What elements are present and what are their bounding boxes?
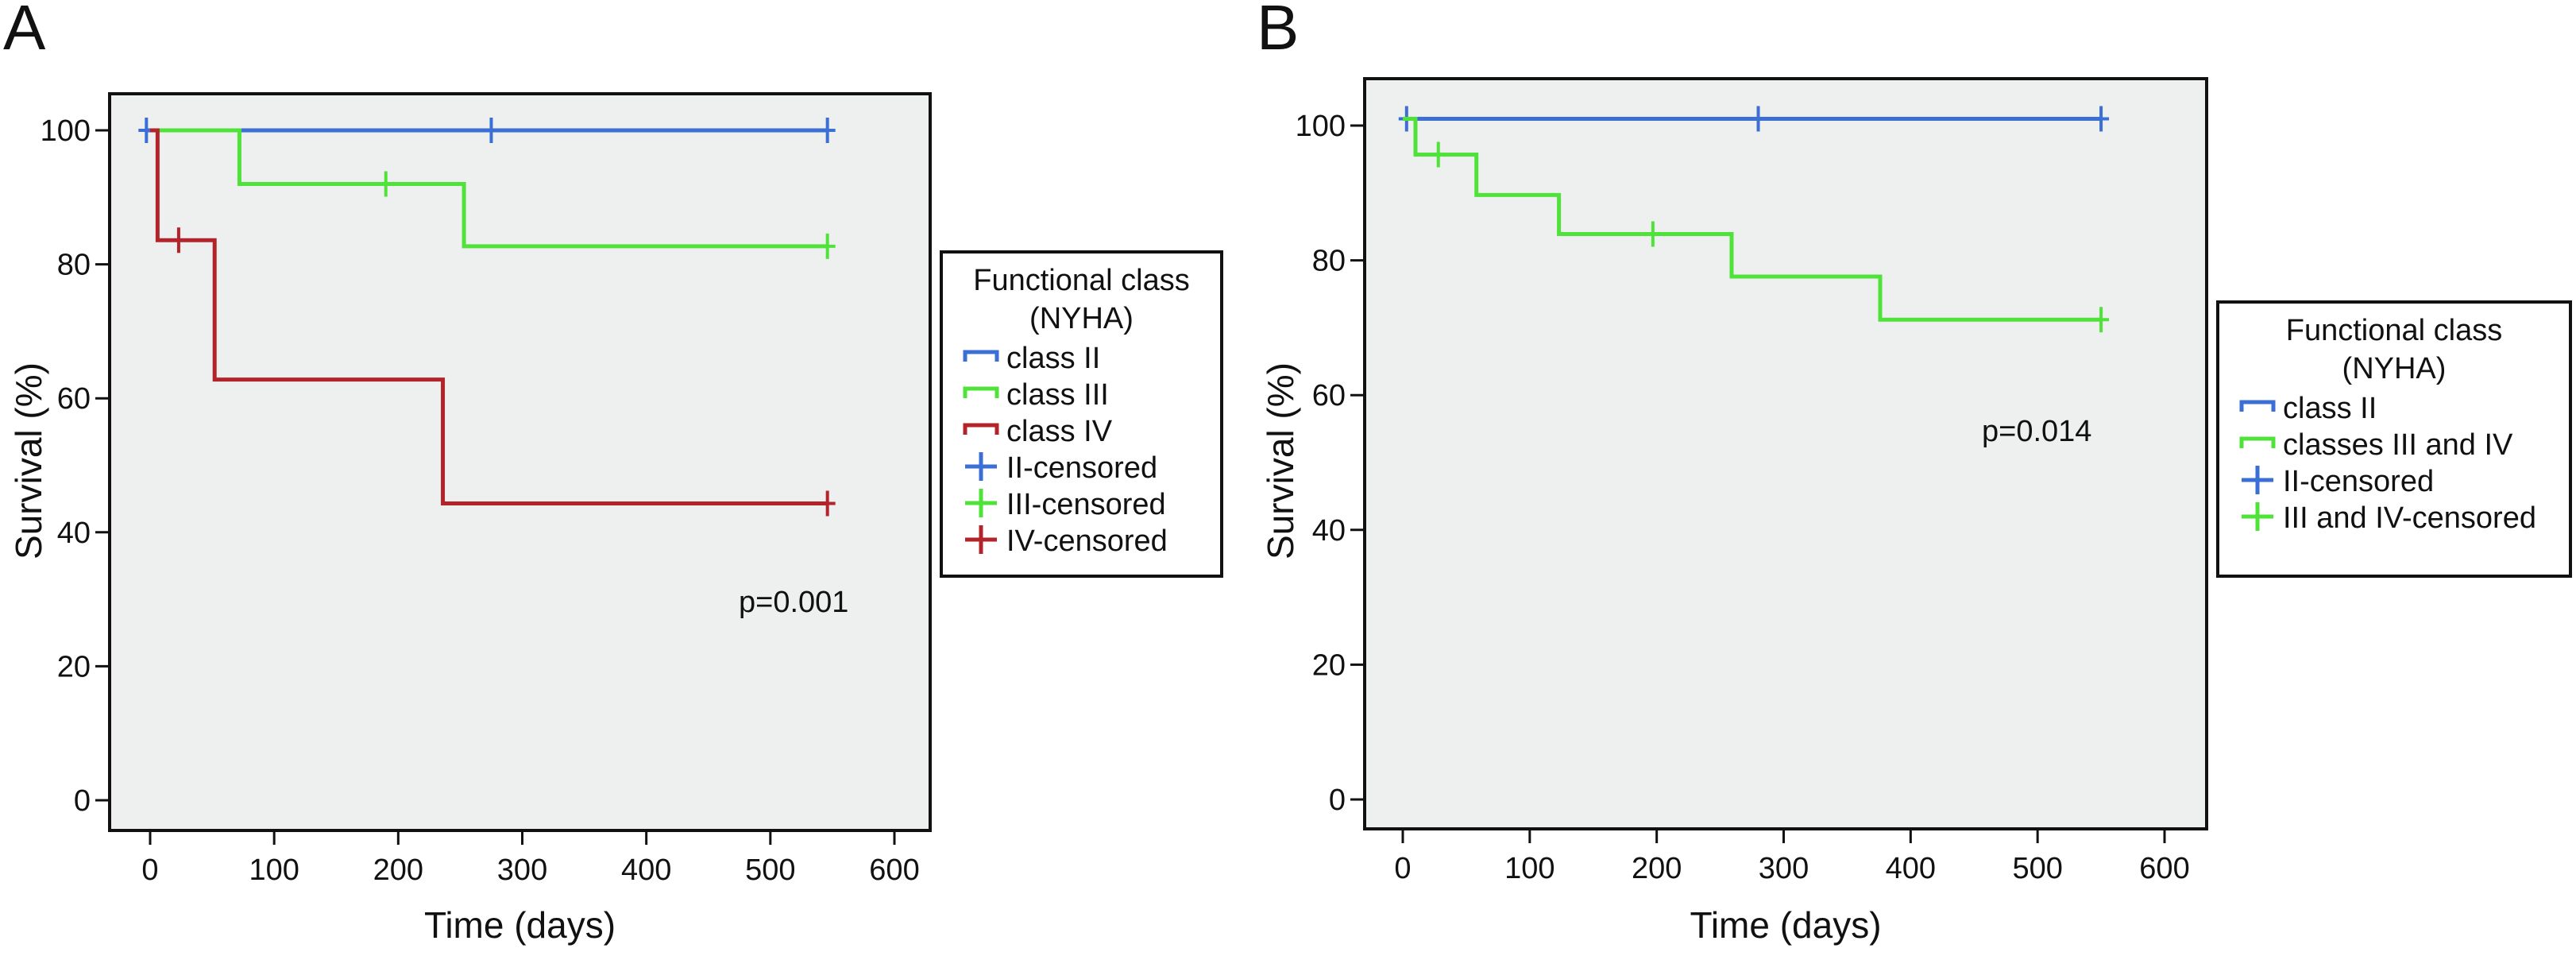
legend-step-icon (963, 423, 999, 435)
legend-censor-icon (2242, 466, 2273, 494)
x-tick-label: 300 (1759, 852, 1809, 885)
panel-A: A 0 100 200 300 400 500 600 0 20 40 60 80 100 Time (da… (3, 0, 1223, 946)
legend-step-icon (2239, 436, 2276, 448)
plot-area (108, 92, 932, 832)
legend-title: (NYHA) (1029, 302, 1134, 335)
y-tick-label: 100 (1296, 110, 1346, 143)
x-axis-title: Time (days) (424, 904, 616, 946)
legend-title: Functional class (2286, 314, 2502, 347)
censor-mark (1644, 221, 1661, 247)
y-tick-label: 40 (57, 517, 91, 550)
y-tick-label: 0 (74, 784, 91, 818)
panel-B: B 0 100 200 300 400 500 600 0 20 40 60 80 100 Time (da… (1257, 0, 2572, 946)
legend-entry-label: class II (2283, 392, 2377, 425)
y-tick-label: 20 (1312, 648, 1346, 682)
legend-entry-label: class IV (1006, 415, 1113, 448)
survival-curve-class-iv (150, 128, 828, 506)
legend-title: (NYHA) (2342, 352, 2447, 385)
censor-mark (1430, 141, 1446, 168)
survival-curve-class-iii (150, 128, 828, 249)
censor-mark (2093, 307, 2110, 333)
x-axis-title: Time (days) (1690, 904, 1881, 946)
p-value: p=0.014 (1982, 415, 2091, 448)
censor-mark (377, 171, 394, 197)
x-tick-label: 600 (2139, 852, 2189, 885)
legend-entry-label: class III (1006, 378, 1109, 412)
y-tick-label: 40 (1312, 514, 1346, 548)
legend-step-icon (963, 386, 999, 398)
x-tick-label: 400 (621, 854, 671, 887)
p-value: p=0.001 (739, 586, 848, 619)
legend-entry-label: III and IV-censored (2283, 501, 2536, 535)
legend-entry-label: II-censored (2283, 465, 2434, 498)
y-axis-title: Survival (%) (8, 362, 49, 559)
y-axis-title: Survival (%) (1260, 362, 1301, 559)
censor-mark (819, 118, 836, 143)
x-tick-label: 0 (1394, 852, 1411, 885)
x-tick-label: 200 (373, 854, 423, 887)
legend-censor-icon (2242, 502, 2273, 531)
survival-curve-classes-iii-and-iv (1403, 117, 2102, 322)
legend-censor-icon (965, 525, 997, 554)
y-tick-label: 80 (1312, 245, 1346, 278)
censor-mark (2093, 106, 2110, 132)
censor-mark (819, 233, 836, 259)
censor-mark (483, 118, 500, 143)
censor-mark (170, 227, 187, 254)
y-tick-label: 0 (1329, 784, 1346, 817)
x-tick-label: 100 (249, 854, 299, 887)
panel-label: B (1257, 0, 1299, 63)
x-tick-label: 100 (1504, 852, 1554, 885)
x-tick-label: 400 (1886, 852, 1936, 885)
legend-entry-label: III-censored (1006, 488, 1166, 521)
y-tick-label: 80 (57, 249, 91, 282)
y-tick-label: 60 (1312, 379, 1346, 412)
legend-entry-label: class II (1006, 342, 1100, 375)
x-tick-label: 0 (141, 854, 158, 887)
legend-title: Functional class (973, 264, 1189, 297)
x-tick-label: 500 (745, 854, 795, 887)
x-tick-label: 300 (497, 854, 547, 887)
x-tick-label: 200 (1632, 852, 1682, 885)
legend-censor-icon (965, 489, 997, 517)
y-tick-label: 100 (41, 114, 91, 148)
legend-box (2216, 300, 2572, 578)
y-tick-label: 60 (57, 382, 91, 416)
legend-step-icon (963, 350, 999, 362)
legend-entry-label: II-censored (1006, 451, 1157, 485)
censor-mark (1750, 106, 1767, 132)
y-tick-label: 20 (57, 650, 91, 683)
x-tick-label: 500 (2012, 852, 2062, 885)
panel-label: A (3, 0, 46, 63)
legend-step-icon (2239, 400, 2276, 412)
legend-box (940, 250, 1223, 578)
censor-mark (819, 490, 836, 517)
legend-entry-label: classes III and IV (2283, 428, 2513, 462)
x-tick-label: 600 (869, 854, 919, 887)
plot-area (1363, 77, 2208, 830)
legend-entry-label: IV-censored (1006, 525, 1168, 558)
legend-censor-icon (965, 452, 997, 481)
